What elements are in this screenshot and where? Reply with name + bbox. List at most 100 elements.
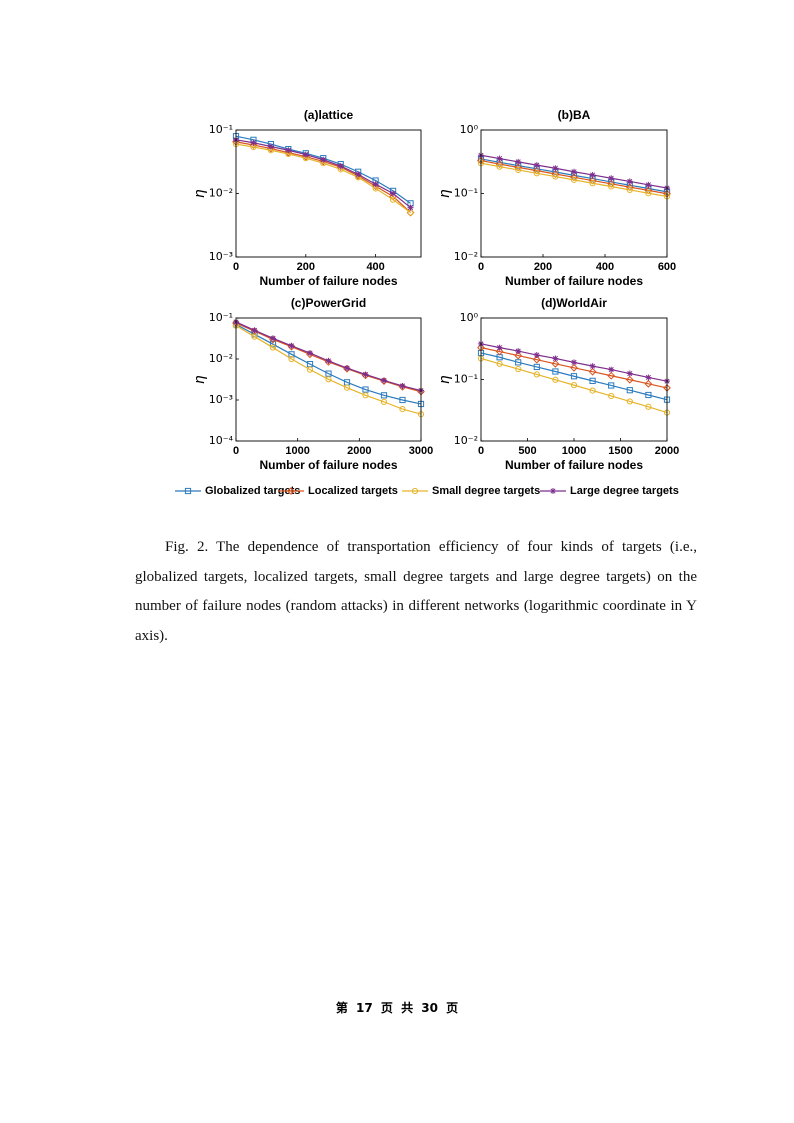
y-tick-label: 10⁰	[460, 123, 479, 136]
x-tick-label: 1000	[285, 445, 309, 457]
marker	[389, 196, 397, 203]
y-tick-label: 10⁰	[460, 311, 479, 324]
marker	[514, 163, 523, 172]
x-tick-label: 600	[658, 261, 676, 273]
marker	[533, 170, 540, 177]
marker	[267, 143, 274, 150]
marker	[390, 190, 397, 197]
marker	[626, 387, 633, 394]
chart-title: (d)WorldAir	[541, 296, 607, 310]
marker	[626, 370, 633, 377]
marker	[626, 186, 633, 193]
y-tick-label: 10⁻¹	[209, 123, 233, 136]
marker	[285, 147, 292, 154]
x-tick-label: 0	[478, 445, 484, 457]
marker	[570, 176, 578, 183]
marker	[645, 181, 652, 188]
marker	[552, 173, 559, 180]
series-line	[235, 323, 422, 405]
legend-label: Large degree targets	[570, 485, 679, 497]
marker	[325, 376, 332, 383]
marker	[288, 351, 295, 358]
y-tick-label: 10⁻²	[209, 187, 233, 200]
series-line	[235, 322, 422, 393]
marker	[515, 166, 522, 174]
marker	[362, 392, 369, 399]
x-tick-label: 1000	[562, 445, 586, 457]
y-axis-label: η	[436, 189, 453, 197]
x-tick-label: 0	[233, 445, 239, 457]
marker	[570, 363, 578, 372]
x-axis-label: Number of failure nodes	[505, 274, 643, 288]
marker	[533, 371, 540, 378]
marker	[496, 344, 503, 351]
series-line	[480, 158, 668, 193]
chart-title: (a)lattice	[304, 108, 354, 122]
x-tick-label: 0	[478, 261, 484, 273]
marker	[625, 375, 634, 384]
marker	[269, 341, 277, 348]
y-axis-label: η	[436, 375, 453, 383]
marker	[645, 403, 652, 410]
marker	[306, 366, 314, 373]
caption: Fig. 2. The dependence of transportation…	[135, 539, 697, 644]
x-tick-label: 0	[233, 261, 239, 273]
marker	[184, 487, 192, 495]
marker	[343, 384, 351, 391]
marker	[515, 158, 522, 165]
marker	[552, 376, 559, 383]
series-line	[480, 162, 668, 197]
marker	[287, 487, 295, 495]
figure: (a)lattice Number of failure nodes η 0 200 40…	[175, 108, 679, 497]
legend-label: Localized targets	[308, 485, 398, 497]
marker	[496, 163, 503, 170]
series-line	[235, 325, 422, 415]
y-tick-label: 10⁻³	[209, 393, 233, 406]
marker	[589, 171, 596, 178]
marker	[570, 173, 578, 182]
x-tick-label: 3000	[409, 445, 433, 457]
y-tick-label: 10⁻²	[454, 250, 478, 263]
series-line	[480, 357, 668, 414]
marker	[270, 335, 276, 342]
marker	[251, 327, 258, 334]
marker	[514, 351, 523, 360]
marker	[608, 175, 615, 182]
marker	[362, 386, 369, 393]
marker	[608, 392, 615, 400]
marker	[550, 488, 556, 494]
marker	[288, 355, 295, 363]
plot-frame	[235, 129, 422, 258]
series-line	[480, 347, 668, 389]
y-tick-label: 10⁻²	[209, 352, 233, 365]
legend-label: Small degree targets	[432, 485, 540, 497]
page-footer: 第 17 页 共 30 页	[335, 1001, 459, 1015]
y-tick-label: 10⁻¹	[454, 373, 478, 386]
marker	[362, 371, 369, 378]
marker	[608, 366, 615, 373]
marker	[515, 365, 522, 373]
marker	[532, 355, 541, 364]
marker	[251, 333, 258, 340]
marker	[325, 357, 332, 364]
marker	[533, 352, 540, 359]
marker	[399, 396, 406, 404]
marker	[515, 348, 522, 355]
marker	[399, 405, 406, 413]
marker	[552, 165, 559, 172]
marker	[645, 374, 652, 381]
y-axis-label: η	[191, 375, 208, 383]
marker	[589, 377, 596, 384]
marker	[551, 359, 560, 368]
plot-frame	[235, 317, 422, 442]
marker	[411, 487, 419, 495]
marker	[250, 139, 257, 146]
y-tick-label: 10⁻¹	[454, 187, 478, 200]
marker	[337, 163, 344, 170]
y-tick-label: 10⁻⁴	[209, 434, 234, 447]
marker	[533, 162, 540, 169]
y-tick-label: 10⁻¹	[209, 311, 233, 324]
marker	[381, 377, 387, 384]
marker	[307, 350, 313, 357]
